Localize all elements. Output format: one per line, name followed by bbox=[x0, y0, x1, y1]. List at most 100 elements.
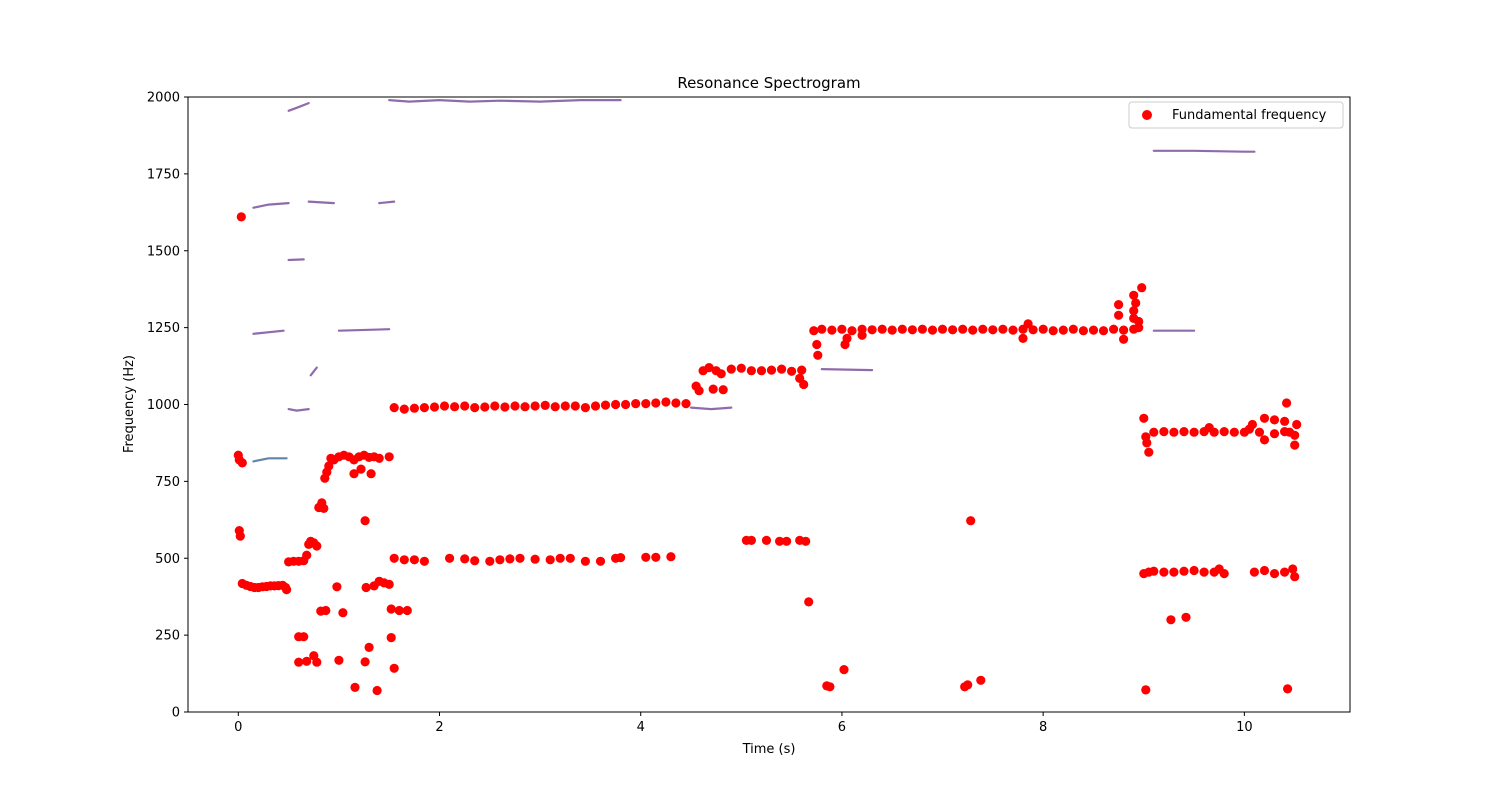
data-point bbox=[799, 379, 809, 390]
y-tick-label: 250 bbox=[155, 629, 180, 644]
data-point bbox=[386, 633, 396, 643]
x-tick-label: 4 bbox=[637, 720, 645, 735]
y-tick-label: 1000 bbox=[147, 398, 180, 413]
x-axis-ticks: 0 2 4 6 8 10 bbox=[234, 712, 1253, 735]
data-point bbox=[530, 401, 540, 411]
legend: Fundamental frequency bbox=[1128, 101, 1344, 129]
data-point bbox=[1166, 615, 1176, 625]
data-point bbox=[718, 385, 728, 395]
data-point bbox=[520, 402, 530, 412]
data-point bbox=[1179, 427, 1189, 437]
data-point bbox=[235, 531, 245, 541]
data-point bbox=[1134, 316, 1144, 327]
data-point bbox=[445, 553, 455, 563]
x-tick-label: 0 bbox=[234, 720, 242, 735]
spectrogram-trace bbox=[252, 329, 285, 335]
x-tick-label: 6 bbox=[838, 720, 846, 735]
data-point bbox=[409, 403, 419, 413]
data-point bbox=[450, 402, 460, 412]
y-axis-ticks: 0 250 500 750 1000 1250 1500 1750 2000 bbox=[147, 91, 188, 721]
data-point bbox=[797, 365, 807, 375]
data-point bbox=[716, 369, 726, 379]
data-point bbox=[1219, 569, 1229, 579]
data-point bbox=[321, 605, 331, 616]
data-point bbox=[1282, 398, 1292, 408]
data-point bbox=[1149, 427, 1159, 437]
data-point bbox=[384, 579, 394, 590]
x-tick-label: 8 bbox=[1039, 720, 1047, 735]
data-point bbox=[384, 452, 394, 462]
data-point bbox=[948, 325, 958, 335]
data-point bbox=[1068, 324, 1078, 334]
data-point bbox=[694, 386, 704, 396]
data-point bbox=[372, 685, 382, 696]
data-point bbox=[963, 680, 973, 690]
data-point bbox=[409, 555, 419, 565]
y-tick-label: 750 bbox=[155, 475, 180, 490]
data-point bbox=[470, 403, 480, 413]
data-point bbox=[369, 581, 379, 591]
data-point bbox=[1137, 283, 1147, 293]
data-point bbox=[324, 461, 334, 471]
data-point bbox=[302, 656, 312, 666]
data-point bbox=[1114, 310, 1124, 320]
data-point bbox=[837, 324, 847, 334]
data-point bbox=[332, 582, 342, 592]
data-point bbox=[319, 503, 329, 513]
data-point bbox=[361, 582, 371, 593]
data-point bbox=[334, 655, 344, 665]
data-point bbox=[917, 324, 928, 334]
data-point bbox=[480, 402, 490, 412]
data-point bbox=[399, 555, 409, 565]
data-point bbox=[998, 324, 1008, 334]
data-point bbox=[746, 535, 757, 546]
data-point bbox=[555, 553, 565, 563]
data-point bbox=[1280, 416, 1290, 426]
data-point bbox=[1018, 333, 1028, 343]
data-point bbox=[746, 366, 757, 376]
data-point bbox=[1259, 435, 1270, 445]
data-point bbox=[1247, 419, 1257, 430]
data-point bbox=[671, 398, 681, 408]
spectrogram-trace bbox=[378, 200, 396, 205]
data-point bbox=[877, 324, 887, 334]
spectrogram-trace bbox=[1152, 149, 1256, 153]
data-point bbox=[1169, 427, 1179, 437]
data-point bbox=[1119, 334, 1129, 344]
spectrogram-traces bbox=[252, 98, 1256, 463]
data-point bbox=[927, 325, 938, 335]
data-point bbox=[565, 553, 575, 563]
data-point bbox=[1078, 326, 1088, 336]
data-point bbox=[1219, 427, 1229, 437]
data-point bbox=[787, 366, 797, 376]
data-point bbox=[485, 556, 495, 566]
spectrogram-trace bbox=[287, 102, 310, 112]
data-point bbox=[1142, 438, 1152, 448]
data-point bbox=[460, 554, 470, 564]
data-point bbox=[429, 402, 440, 412]
y-axis-label: Frequency (Hz) bbox=[122, 355, 137, 453]
data-point bbox=[590, 401, 601, 411]
data-point bbox=[237, 458, 247, 468]
spectrogram-trace bbox=[309, 366, 318, 377]
data-point bbox=[1259, 413, 1270, 423]
data-point bbox=[1008, 325, 1018, 335]
data-point bbox=[1259, 565, 1270, 576]
data-point bbox=[505, 554, 515, 564]
data-point bbox=[761, 535, 772, 546]
data-point bbox=[389, 663, 399, 673]
data-point bbox=[389, 553, 399, 563]
x-axis-label: Time (s) bbox=[742, 742, 796, 757]
data-point bbox=[402, 605, 412, 616]
data-point bbox=[550, 402, 560, 412]
legend-box bbox=[1128, 101, 1344, 129]
spectrogram-trace bbox=[337, 328, 391, 332]
data-point bbox=[809, 326, 819, 336]
chart-title: Resonance Spectrogram bbox=[677, 74, 860, 92]
data-point bbox=[580, 403, 591, 413]
data-point bbox=[1088, 325, 1099, 335]
data-point bbox=[312, 657, 322, 667]
data-point bbox=[460, 401, 470, 411]
